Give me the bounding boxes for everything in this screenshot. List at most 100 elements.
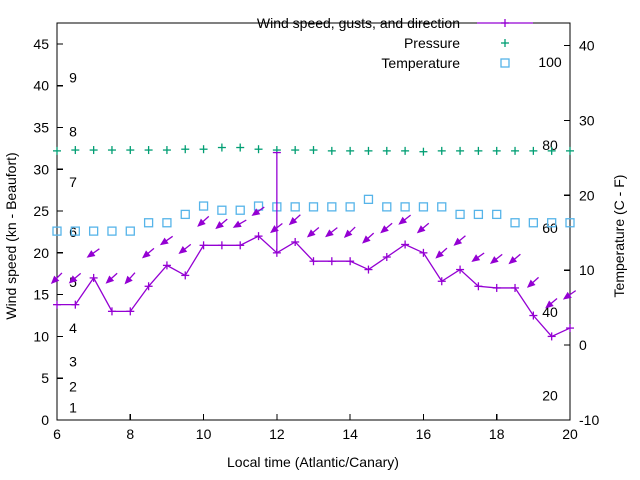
- y-tick-label: 5: [41, 370, 49, 386]
- x-tick-label: 18: [489, 426, 505, 442]
- temperature-point: [180, 209, 190, 220]
- temperature-point: [528, 218, 539, 228]
- wind-direction-arrow: [197, 215, 210, 227]
- left-axis-ticks: 0 5 10 15 20 25 30 35 40 45: [33, 36, 63, 428]
- temperature-point: [345, 202, 355, 212]
- bottom-axis-ticks: 6 8 10 12 14 16 18 20: [53, 414, 578, 442]
- fahrenheit-label: 80: [542, 137, 558, 153]
- x-tick-label: 16: [416, 426, 432, 442]
- x-axis-title: Local time (Atlantic/Canary): [227, 454, 399, 470]
- wind-direction-arrow: [50, 272, 63, 285]
- y-tick-label: 35: [33, 119, 49, 135]
- y2-tick-label: 40: [579, 37, 595, 53]
- temperature-point: [547, 218, 557, 228]
- wind-direction-arrow: [288, 214, 301, 226]
- beaufort-label: 2: [69, 379, 77, 395]
- y2-tick-label: 10: [579, 262, 595, 278]
- wind-direction-arrow: [141, 247, 155, 259]
- temperature-point: [382, 202, 392, 212]
- y-tick-label: 30: [33, 161, 49, 177]
- temperature-point: [88, 226, 99, 236]
- wind-direction-arrow: [68, 272, 82, 284]
- temperature-point: [437, 202, 447, 212]
- wind-direction-arrow: [86, 248, 100, 258]
- chart-legend: Wind speed, gusts, and direction Pressure…: [257, 15, 533, 71]
- temperature-point: [400, 202, 410, 212]
- y2-tick-label: 30: [579, 112, 595, 128]
- wind-speed-series: [53, 232, 574, 341]
- wind-direction-arrow: [435, 247, 448, 259]
- x-tick-label: 14: [342, 426, 358, 442]
- wind-direction-arrow: [489, 253, 503, 265]
- right-axis-ticks: -10 0 10 20 30 40: [564, 37, 599, 428]
- legend-label: Pressure: [404, 35, 460, 51]
- wind-direction-arrow: [398, 214, 412, 225]
- temperature-point: [70, 226, 80, 236]
- y-axis-title: Wind speed (kn - Beaufort): [3, 152, 19, 319]
- wind-speed-line: [57, 235, 571, 338]
- legend-label: Temperature: [381, 55, 460, 71]
- beaufort-scale-labels: 123456789: [69, 69, 77, 415]
- beaufort-label: 7: [69, 174, 77, 190]
- y-tick-label: 25: [33, 203, 49, 219]
- temperature-point: [418, 202, 429, 212]
- temperature-point: [52, 226, 62, 236]
- wind-direction-arrow: [159, 235, 174, 246]
- wind-direction-arrow: [471, 252, 485, 262]
- fahrenheit-label: 20: [542, 387, 558, 403]
- wind-direction-arrow: [343, 226, 356, 238]
- wind-direction-arrow: [251, 206, 265, 217]
- wind-direction-arrow: [215, 218, 228, 230]
- wind-direction-arrow: [562, 290, 577, 300]
- plot-border: [56, 22, 571, 421]
- temperature-series: [52, 194, 575, 236]
- temperature-point: [492, 209, 502, 220]
- temperature-point: [143, 218, 154, 228]
- y-tick-label: 0: [41, 412, 49, 428]
- fahrenheit-label: 60: [542, 220, 558, 236]
- temperature-point: [125, 226, 135, 236]
- y2-tick-label: 0: [579, 337, 587, 353]
- temperature-point: [107, 226, 117, 236]
- wind-direction-arrow: [105, 272, 118, 284]
- temperature-point: [290, 202, 300, 212]
- temperature-point: [510, 218, 520, 228]
- fahrenheit-label: 100: [538, 54, 562, 70]
- legend-marker: [500, 58, 510, 68]
- beaufort-label: 6: [69, 224, 77, 240]
- wind-direction-arrow: [380, 222, 393, 234]
- wind-direction-arrow: [362, 232, 375, 244]
- y2-tick-label: -10: [579, 412, 599, 428]
- gust-series: [272, 151, 281, 253]
- wind-direction-arrow: [325, 227, 338, 238]
- x-tick-label: 12: [269, 426, 285, 442]
- temperature-point: [565, 218, 575, 228]
- y2-axis-title: Temperature (C - F): [611, 175, 627, 298]
- wind-direction-arrow: [416, 222, 430, 234]
- x-tick-label: 10: [196, 426, 212, 442]
- temperature-point: [198, 201, 209, 211]
- beaufort-label: 4: [69, 320, 77, 336]
- y-tick-label: 10: [33, 328, 49, 344]
- temperature-point: [162, 218, 172, 228]
- x-tick-label: 6: [53, 426, 61, 442]
- temperature-point: [473, 209, 484, 220]
- wind-direction-arrow: [508, 253, 521, 265]
- wind-direction-arrow: [124, 272, 136, 285]
- temperature-point: [455, 209, 465, 220]
- x-tick-label: 8: [126, 426, 134, 442]
- x-tick-label: 20: [562, 426, 578, 442]
- beaufort-label: 8: [69, 124, 77, 140]
- wind-direction-arrow: [526, 276, 539, 288]
- wind-direction-arrow: [453, 235, 466, 246]
- plot-frame: [56, 22, 571, 421]
- wind-direction-arrow: [232, 219, 247, 228]
- y2-tick-label: 20: [579, 187, 595, 203]
- temperature-point: [217, 205, 227, 215]
- wind-direction-arrow: [178, 243, 192, 254]
- y-tick-label: 20: [33, 245, 49, 261]
- wind-direction-arrow: [545, 297, 558, 309]
